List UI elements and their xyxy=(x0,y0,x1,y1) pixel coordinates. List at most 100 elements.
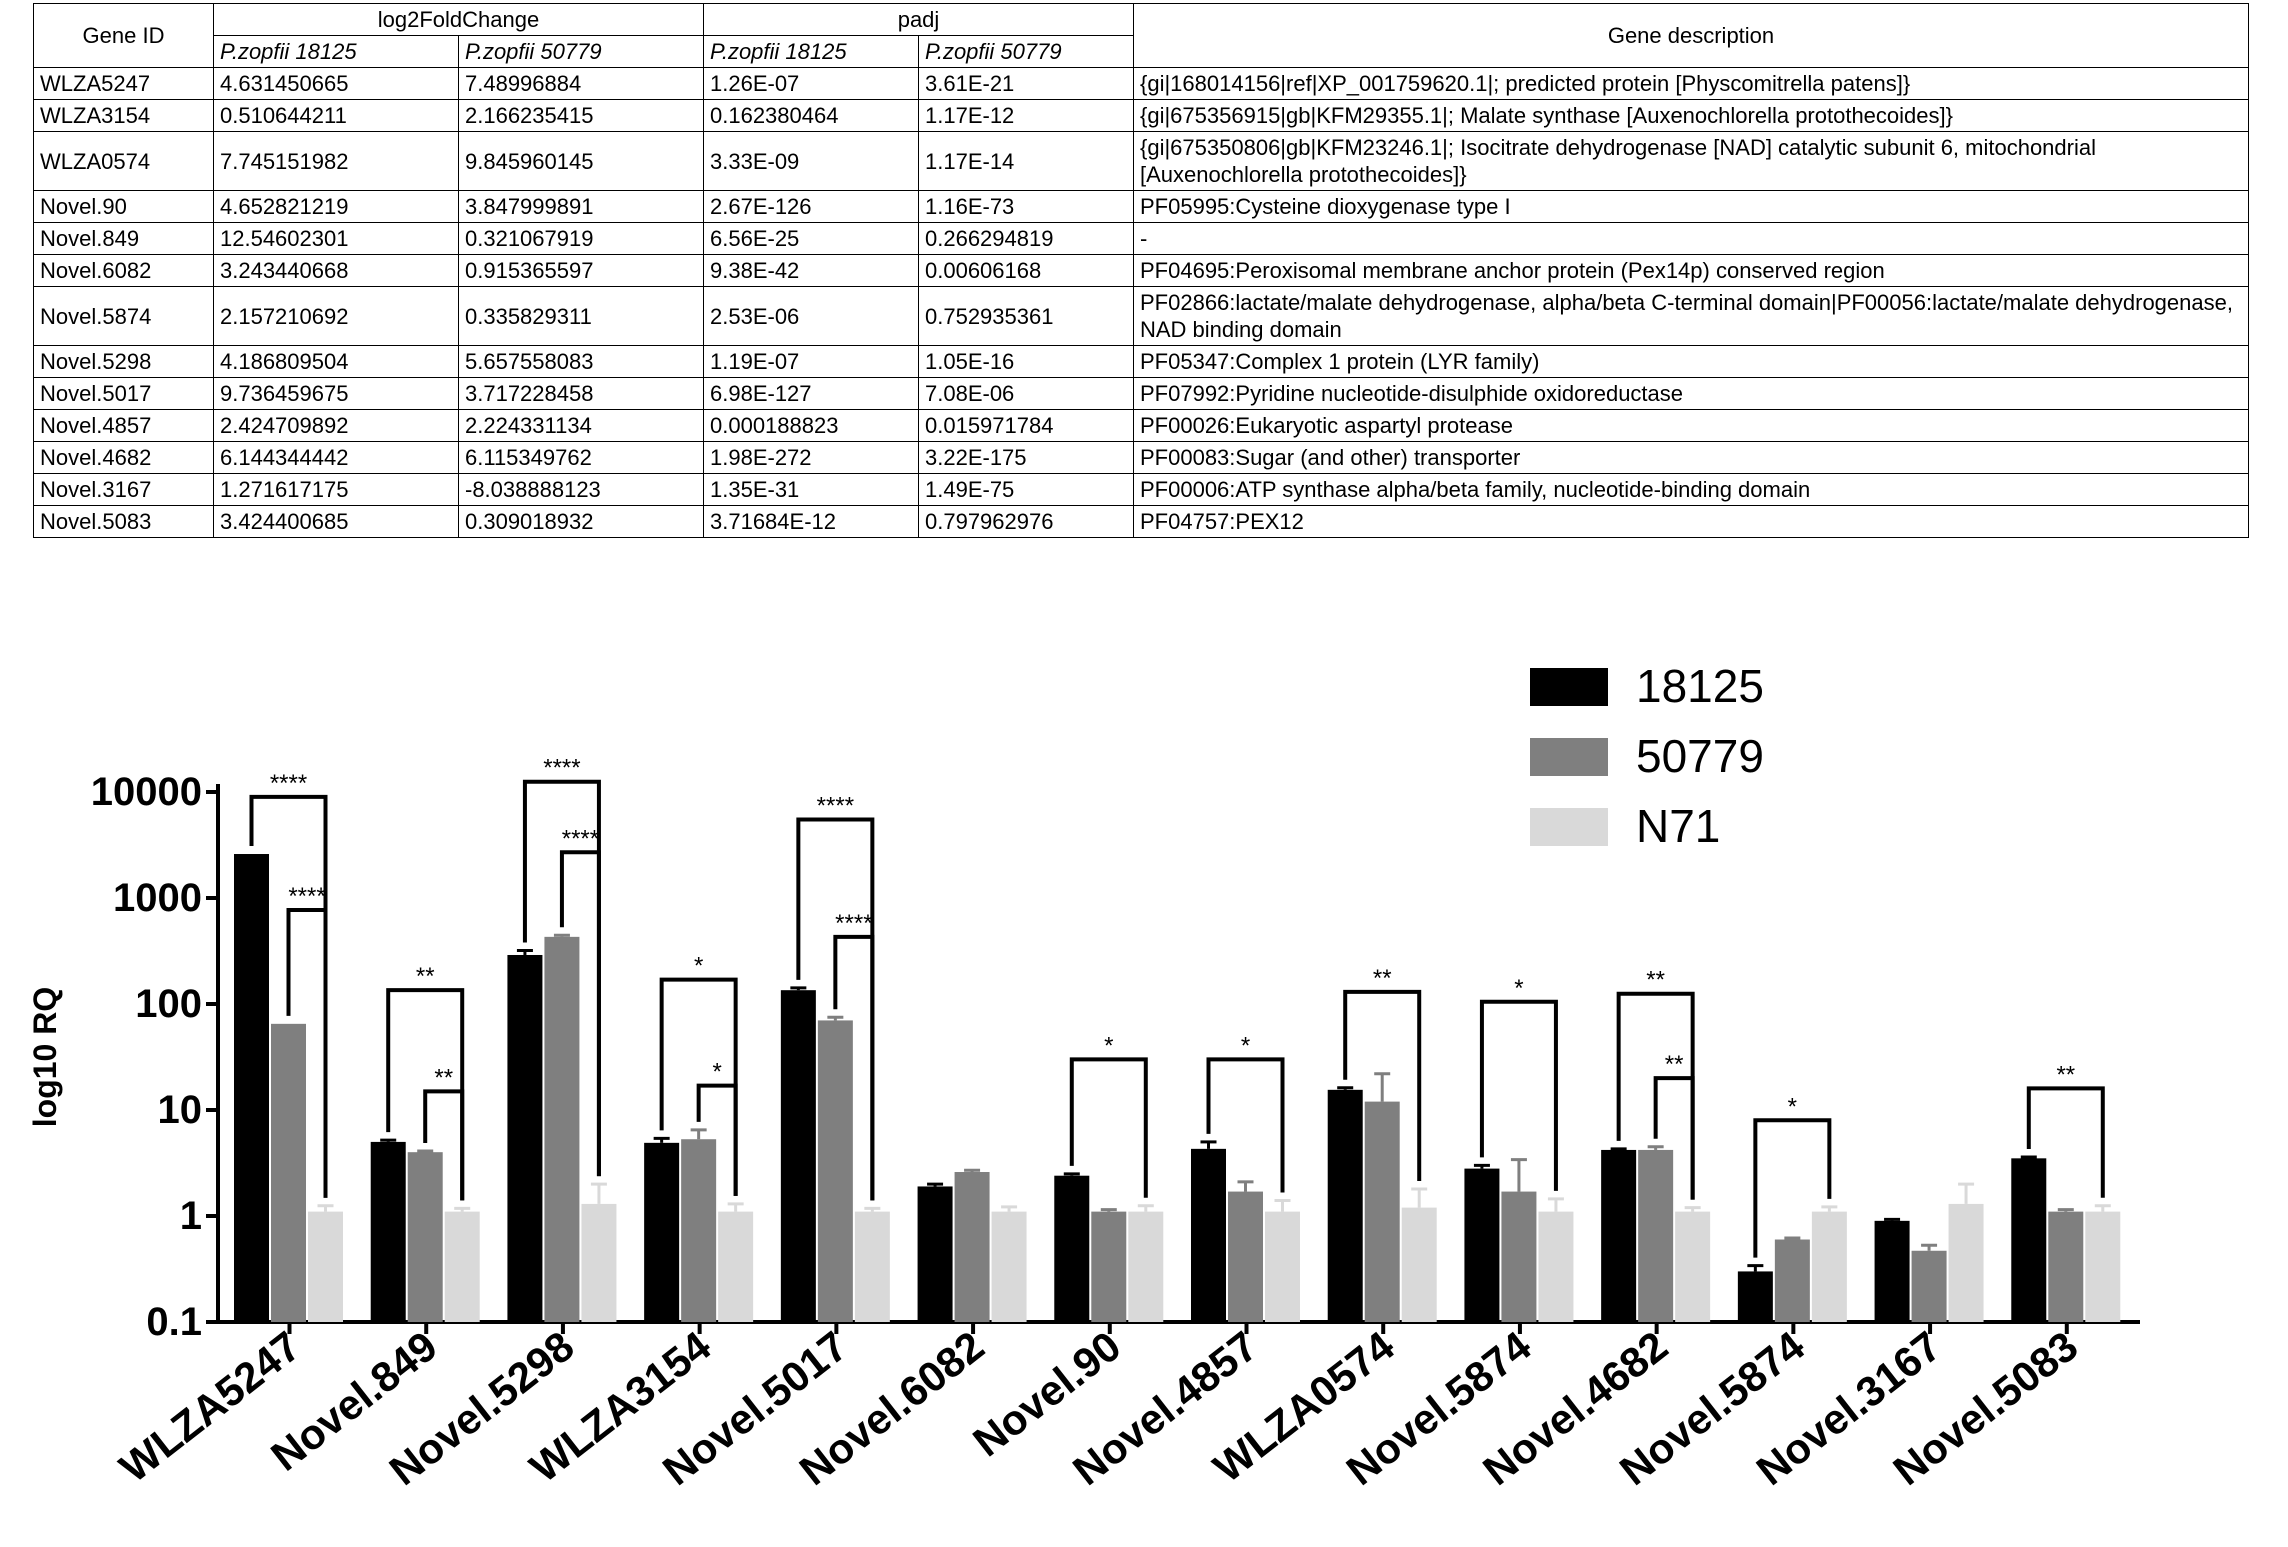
significance-label: * xyxy=(694,953,703,980)
bar-N71 xyxy=(581,1203,617,1322)
cell-gene-id: Novel.90 xyxy=(33,190,214,223)
cell-log2fc-50779: -8.038888123 xyxy=(458,473,704,506)
table-row: Novel.5874 2.157210692 0.335829311 2.53E-06… xyxy=(33,286,2249,346)
bar-N71 xyxy=(1265,1211,1300,1322)
table-row: Novel.5298 4.186809504 5.657558083 1.19E-07… xyxy=(33,345,2249,378)
bar-50779 xyxy=(1091,1211,1127,1322)
significance-label: ** xyxy=(416,963,435,990)
bar-N71 xyxy=(444,1211,480,1322)
gene-table: Gene ID log2FoldChange padj Gene descrip… xyxy=(33,3,2249,538)
bar-50779 xyxy=(544,936,580,1322)
bar-18125 xyxy=(780,990,816,1322)
y-tick-label: 10 xyxy=(158,1088,203,1132)
significance-label: **** xyxy=(270,770,307,797)
cell-description: {gi|675356915|gb|KFM29355.1|; Malate syn… xyxy=(1133,99,2249,132)
bar-50779 xyxy=(271,1023,306,1322)
cell-log2fc-18125: 4.652821219 xyxy=(213,190,459,223)
header-gene-id: Gene ID xyxy=(33,3,214,68)
cell-padj-18125: 9.38E-42 xyxy=(703,254,919,287)
cell-log2fc-50779: 2.224331134 xyxy=(458,409,704,442)
cell-padj-50779: 0.00606168 xyxy=(918,254,1134,287)
significance-bracket xyxy=(423,1089,465,1201)
cell-log2fc-18125: 9.736459675 xyxy=(213,377,459,410)
cell-gene-id: Novel.5017 xyxy=(33,377,214,410)
bar-N71 xyxy=(991,1211,1027,1322)
y-axis-label: log10 RQ xyxy=(27,987,63,1127)
significance-label: * xyxy=(1514,975,1523,1002)
cell-log2fc-18125: 3.243440668 xyxy=(213,254,459,287)
bar-18125 xyxy=(1191,1148,1226,1322)
significance-label: * xyxy=(712,1059,721,1086)
cell-gene-id: Novel.849 xyxy=(33,222,214,255)
significance-label: **** xyxy=(817,793,854,820)
legend-label-50779: 50779 xyxy=(1636,730,1764,782)
cell-log2fc-50779: 0.335829311 xyxy=(458,286,704,346)
bar-50779 xyxy=(1501,1191,1537,1322)
y-tick-label: 1 xyxy=(180,1194,202,1238)
bar-N71 xyxy=(1401,1207,1437,1322)
header-padj-50779: P.zopfii 50779 xyxy=(918,35,1134,68)
cell-padj-18125: 2.67E-126 xyxy=(703,190,919,223)
legend-swatch-50779 xyxy=(1530,738,1608,776)
significance-bracket xyxy=(833,934,875,1201)
cell-description: PF00026:Eukaryotic aspartyl protease xyxy=(1133,409,2249,442)
table-row: Novel.5083 3.424400685 0.309018932 3.71684E… xyxy=(33,505,2249,538)
table-row: Novel.4857 2.424709892 2.224331134 0.000188… xyxy=(33,409,2249,442)
bar-18125 xyxy=(644,1142,680,1322)
cell-gene-id: Novel.5298 xyxy=(33,345,214,378)
legend-label-N71: N71 xyxy=(1636,800,1720,852)
bar-18125 xyxy=(1737,1271,1773,1322)
legend-swatch-18125 xyxy=(1530,668,1608,706)
significance-bracket xyxy=(696,1083,738,1196)
cell-description: PF05347:Complex 1 protein (LYR family) xyxy=(1133,345,2249,378)
cell-log2fc-18125: 3.424400685 xyxy=(213,505,459,538)
bar-18125 xyxy=(1054,1175,1090,1322)
significance-label: ** xyxy=(1373,965,1392,992)
cell-padj-50779: 1.17E-14 xyxy=(918,131,1134,191)
cell-log2fc-18125: 4.186809504 xyxy=(213,345,459,378)
cell-padj-50779: 0.266294819 xyxy=(918,222,1134,255)
significance-label: ** xyxy=(2056,1061,2075,1088)
cell-gene-id: Novel.5083 xyxy=(33,505,214,538)
y-tick-label: 1000 xyxy=(113,876,202,920)
table-row: Novel.90 4.652821219 3.847999891 2.67E-126 1… xyxy=(33,190,2249,223)
cell-log2fc-18125: 2.424709892 xyxy=(213,409,459,442)
table-row: WLZA5247 4.631450665 7.48996884 1.26E-07 3.6… xyxy=(33,67,2249,100)
cell-log2fc-50779: 5.657558083 xyxy=(458,345,704,378)
cell-log2fc-18125: 6.144344442 xyxy=(213,441,459,474)
header-log2foldchange: log2FoldChange xyxy=(213,3,704,36)
significance-label: **** xyxy=(562,825,599,852)
cell-log2fc-50779: 9.845960145 xyxy=(458,131,704,191)
cell-log2fc-50779: 2.166235415 xyxy=(458,99,704,132)
cell-gene-id: Novel.3167 xyxy=(33,473,214,506)
bar-50779 xyxy=(2048,1211,2084,1322)
cell-padj-50779: 0.797962976 xyxy=(918,505,1134,538)
cell-padj-18125: 0.000188823 xyxy=(703,409,919,442)
table-row: WLZA0574 7.745151982 9.845960145 3.33E-09 1.… xyxy=(33,131,2249,191)
bar-18125 xyxy=(1874,1220,1910,1322)
cell-description: PF02866:lactate/malate dehydrogenase, al… xyxy=(1133,286,2249,346)
significance-bracket xyxy=(1206,1057,1285,1193)
cell-log2fc-50779: 0.309018932 xyxy=(458,505,704,538)
bar-18125 xyxy=(370,1141,406,1322)
bar-18125 xyxy=(1601,1149,1637,1322)
bar-50779 xyxy=(1228,1191,1263,1322)
bar-50779 xyxy=(1364,1101,1400,1322)
cell-padj-50779: 1.49E-75 xyxy=(918,473,1134,506)
bar-N71 xyxy=(2085,1211,2121,1322)
significance-label: **** xyxy=(835,910,872,937)
significance-label: * xyxy=(1788,1093,1797,1120)
bar-N71 xyxy=(718,1211,754,1322)
significance-label: ** xyxy=(1646,967,1665,994)
cell-description: PF00006:ATP synthase alpha/beta family, … xyxy=(1133,473,2249,506)
significance-label: **** xyxy=(543,755,580,782)
cell-log2fc-50779: 6.115349762 xyxy=(458,441,704,474)
significance-label: * xyxy=(1104,1032,1113,1059)
y-tick-label: 100 xyxy=(135,982,202,1026)
cell-gene-id: Novel.4857 xyxy=(33,409,214,442)
cell-log2fc-18125: 2.157210692 xyxy=(213,286,459,346)
significance-label: * xyxy=(1241,1032,1250,1059)
bar-50779 xyxy=(817,1020,853,1322)
cell-gene-id: Novel.5874 xyxy=(33,286,214,346)
legend-label-18125: 18125 xyxy=(1636,660,1764,712)
